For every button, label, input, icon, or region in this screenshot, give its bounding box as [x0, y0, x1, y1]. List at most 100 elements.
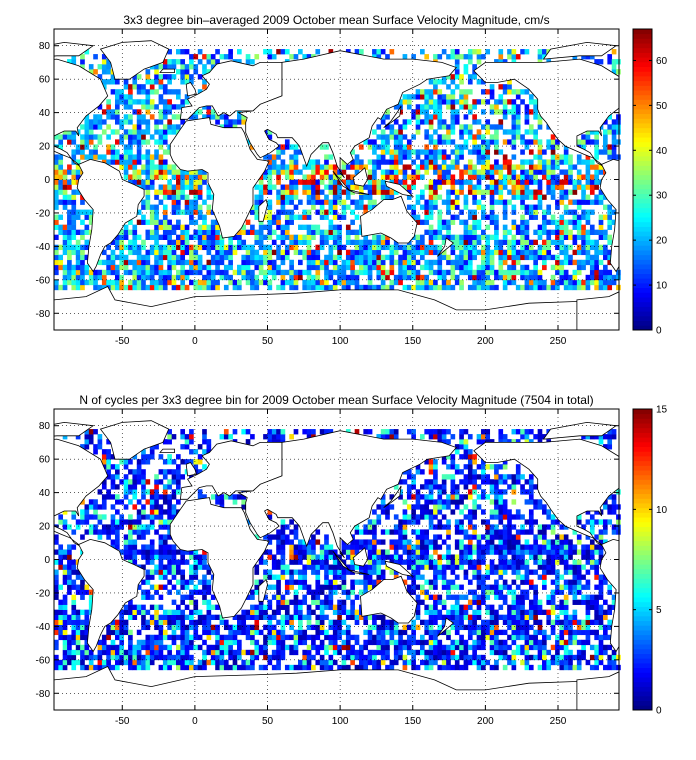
- heatmap-cell: [402, 54, 408, 60]
- heatmap-cell: [372, 249, 377, 256]
- heatmap-cell: [398, 259, 403, 266]
- heatmap-cell: [467, 54, 473, 60]
- heatmap-cell: [415, 169, 421, 175]
- heatmap-cell: [101, 284, 107, 291]
- heatmap-cell: [136, 124, 142, 130]
- heatmap-cell: [280, 189, 286, 195]
- heatmap-cell: [485, 124, 491, 130]
- heatmap-cell: [132, 609, 138, 615]
- heatmap-cell: [507, 179, 512, 185]
- heatmap-cell: [454, 279, 460, 286]
- heatmap-cell: [507, 109, 512, 115]
- heatmap-cell: [520, 199, 525, 205]
- heatmap-cell: [115, 234, 120, 240]
- heatmap-cell: [54, 194, 59, 200]
- heatmap-cell: [162, 169, 168, 175]
- heatmap-cell: [441, 604, 447, 610]
- heatmap-cell: [454, 194, 460, 200]
- heatmap-cell: [101, 159, 107, 165]
- heatmap-cell: [433, 594, 438, 600]
- heatmap-cell: [315, 229, 321, 235]
- heatmap-cell: [568, 654, 573, 661]
- heatmap-cell: [515, 109, 521, 115]
- heatmap-cell: [84, 664, 90, 671]
- heatmap-cell: [71, 599, 77, 605]
- heatmap-cell: [376, 184, 382, 190]
- heatmap-cell: [459, 209, 464, 215]
- heatmap-cell: [75, 209, 81, 215]
- heatmap-cell: [350, 659, 355, 666]
- colorbar-segment: [633, 113, 652, 119]
- heatmap-cell: [563, 274, 569, 281]
- heatmap-cell: [507, 634, 512, 641]
- heatmap-cell: [328, 589, 334, 595]
- heatmap-cell: [158, 619, 164, 626]
- heatmap-cell: [542, 609, 547, 615]
- heatmap-cell: [167, 234, 172, 240]
- heatmap-cell: [110, 149, 116, 155]
- heatmap-cell: [528, 139, 534, 145]
- heatmap-cell: [250, 229, 255, 235]
- heatmap-cell: [533, 644, 538, 651]
- heatmap-cell: [555, 154, 560, 160]
- heatmap-cell: [245, 259, 251, 266]
- heatmap-cell: [476, 599, 482, 605]
- heatmap-cell: [406, 269, 412, 276]
- heatmap-cell: [546, 164, 552, 170]
- heatmap-cell: [511, 169, 517, 175]
- colorbar-segment: [633, 273, 652, 279]
- heatmap-cell: [210, 654, 216, 661]
- heatmap-cell: [267, 189, 273, 195]
- heatmap-cell: [454, 69, 460, 75]
- colorbar-segment: [633, 141, 652, 147]
- heatmap-cell: [106, 69, 111, 75]
- heatmap-cell: [393, 659, 399, 666]
- heatmap-cell: [555, 579, 560, 585]
- heatmap-cell: [524, 284, 530, 291]
- heatmap-cell: [176, 604, 181, 610]
- heatmap-cell: [149, 79, 155, 85]
- heatmap-cell: [280, 249, 286, 256]
- heatmap-cell: [537, 664, 543, 671]
- heatmap-cell: [463, 194, 469, 200]
- y-tick-label: 0: [44, 175, 50, 186]
- heatmap-cell: [84, 134, 90, 140]
- heatmap-cell: [162, 139, 168, 145]
- heatmap-cell: [106, 244, 111, 251]
- heatmap-cell: [54, 594, 59, 600]
- heatmap-cell: [202, 584, 207, 590]
- heatmap-cell: [524, 589, 530, 595]
- heatmap-cell: [306, 249, 312, 256]
- heatmap-cell: [476, 144, 482, 150]
- heatmap-cell: [210, 259, 216, 266]
- heatmap-cell: [162, 134, 168, 140]
- heatmap-cell: [250, 629, 255, 636]
- heatmap-cell: [337, 634, 342, 641]
- heatmap-cell: [428, 659, 434, 666]
- heatmap-cell: [184, 579, 190, 585]
- heatmap-cell: [145, 664, 151, 671]
- heatmap-cell: [537, 114, 543, 120]
- heatmap-cell: [263, 254, 268, 261]
- heatmap-cell: [58, 609, 64, 615]
- heatmap-cell: [406, 274, 412, 281]
- heatmap-cell: [345, 229, 351, 235]
- heatmap-cell: [67, 224, 72, 230]
- heatmap-cell: [559, 664, 565, 671]
- heatmap-cell: [136, 274, 142, 281]
- heatmap-cell: [306, 564, 312, 570]
- heatmap-cell: [542, 629, 547, 636]
- heatmap-cell: [467, 244, 473, 251]
- heatmap-cell: [145, 139, 151, 145]
- heatmap-cell: [424, 209, 430, 215]
- heatmap-cell: [328, 284, 334, 291]
- heatmap-cell: [511, 174, 517, 180]
- heatmap-cell: [62, 229, 68, 235]
- heatmap-cell: [376, 579, 382, 585]
- heatmap-cell: [184, 584, 190, 590]
- heatmap-cell: [158, 614, 164, 620]
- heatmap-cell: [428, 164, 434, 170]
- heatmap-cell: [162, 229, 168, 235]
- heatmap-cell: [476, 654, 482, 661]
- heatmap-cell: [576, 569, 582, 575]
